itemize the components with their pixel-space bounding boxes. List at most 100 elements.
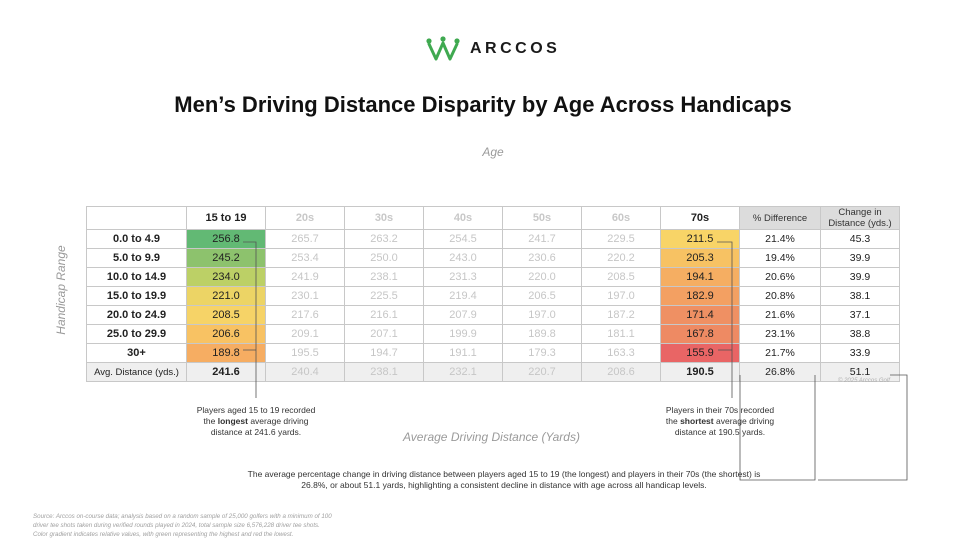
row-header: 10.0 to 14.9 xyxy=(86,267,187,287)
value-cell: 245.2 xyxy=(186,248,266,268)
value-cell: 38.1 xyxy=(820,286,900,306)
value-cell: 206.6 xyxy=(186,324,266,344)
value-cell: 20.6% xyxy=(739,267,821,287)
header-row: 15 to 19 20s 30s 40s 50s 60s 70s % Diffe… xyxy=(86,206,900,230)
value-cell: 182.9 xyxy=(660,286,740,306)
value-cell: 256.8 xyxy=(186,229,266,249)
value-cell: 189.8 xyxy=(502,324,582,344)
value-cell: 163.3 xyxy=(581,343,661,363)
value-cell: 205.3 xyxy=(660,248,740,268)
value-cell: 229.5 xyxy=(581,229,661,249)
average-cell: 208.6 xyxy=(581,362,661,382)
col-header: 40s xyxy=(423,206,503,230)
value-cell: 21.6% xyxy=(739,305,821,325)
value-cell: 167.8 xyxy=(660,324,740,344)
value-cell: 243.0 xyxy=(423,248,503,268)
average-cell: 26.8% xyxy=(739,362,821,382)
table-row: 25.0 to 29.9 206.6 209.1 207.1 199.9 189.8 181… xyxy=(86,324,900,344)
age-axis-label: Age xyxy=(482,145,504,159)
value-cell: 216.1 xyxy=(344,305,424,325)
value-cell: 253.4 xyxy=(265,248,345,268)
distance-table: 15 to 19 20s 30s 40s 50s 60s 70s % Diffe… xyxy=(86,206,900,382)
chart-title: Men’s Driving Distance Disparity by Age … xyxy=(174,92,792,117)
value-cell: 220.2 xyxy=(581,248,661,268)
value-cell: 197.0 xyxy=(581,286,661,306)
summary-note: The average percentage change in driving… xyxy=(247,469,761,490)
average-cell: 240.4 xyxy=(265,362,345,382)
table-row: 5.0 to 9.9 245.2 253.4 250.0 243.0 230.6 220.2… xyxy=(86,248,900,268)
value-cell: 206.5 xyxy=(502,286,582,306)
row-header: Avg. Distance (yds.) xyxy=(86,362,187,382)
value-cell: 219.4 xyxy=(423,286,503,306)
col-header: 70s xyxy=(660,206,740,230)
value-cell: 39.9 xyxy=(820,267,900,287)
row-header: 20.0 to 24.9 xyxy=(86,305,187,325)
value-cell: 220.0 xyxy=(502,267,582,287)
table-row: 30+ 189.8 195.5 194.7 191.1 179.3 163.3 155.9 21… xyxy=(86,343,900,363)
value-cell: 194.7 xyxy=(344,343,424,363)
col-header: 60s xyxy=(581,206,661,230)
value-cell: 207.9 xyxy=(423,305,503,325)
corner-cell xyxy=(86,206,187,230)
average-cell: 190.5 xyxy=(660,362,740,382)
value-cell: 238.1 xyxy=(344,267,424,287)
value-cell: 230.1 xyxy=(265,286,345,306)
shortest-note: Players in their 70s recorded the shorte… xyxy=(665,405,775,437)
crown-logo-icon xyxy=(426,36,460,61)
value-cell: 234.0 xyxy=(186,267,266,287)
value-cell: 199.9 xyxy=(423,324,503,344)
value-cell: 181.1 xyxy=(581,324,661,344)
row-header: 5.0 to 9.9 xyxy=(86,248,187,268)
col-header-change: Change in Distance (yds.) xyxy=(820,206,900,230)
x-axis-label: Average Driving Distance (Yards) xyxy=(403,430,580,444)
average-cell: 238.1 xyxy=(344,362,424,382)
value-cell: 254.5 xyxy=(423,229,503,249)
row-header: 30+ xyxy=(86,343,187,363)
row-header: 15.0 to 19.9 xyxy=(86,286,187,306)
table-row: 15.0 to 19.9 221.0 230.1 225.5 219.4 206.5 197… xyxy=(86,286,900,306)
col-header-pct: % Difference xyxy=(739,206,821,230)
brand-name: ARCCOS xyxy=(470,40,561,57)
table-row: 20.0 to 24.9 208.5 217.6 216.1 207.9 197.0 187… xyxy=(86,305,900,325)
value-cell: 241.9 xyxy=(265,267,345,287)
value-cell: 195.5 xyxy=(265,343,345,363)
value-cell: 231.3 xyxy=(423,267,503,287)
value-cell: 155.9 xyxy=(660,343,740,363)
value-cell: 19.4% xyxy=(739,248,821,268)
average-row: Avg. Distance (yds.) 241.6 240.4 238.1 232.1… xyxy=(86,362,900,382)
value-cell: 209.1 xyxy=(265,324,345,344)
row-header: 25.0 to 29.9 xyxy=(86,324,187,344)
source-note: Source: Arccos on-course data; analysis … xyxy=(33,513,332,538)
value-cell: 208.5 xyxy=(186,305,266,325)
value-cell: 187.2 xyxy=(581,305,661,325)
value-cell: 241.7 xyxy=(502,229,582,249)
value-cell: 179.3 xyxy=(502,343,582,363)
value-cell: 39.9 xyxy=(820,248,900,268)
value-cell: 208.5 xyxy=(581,267,661,287)
value-cell: 38.8 xyxy=(820,324,900,344)
value-cell: 207.1 xyxy=(344,324,424,344)
value-cell: 217.6 xyxy=(265,305,345,325)
value-cell: 21.7% xyxy=(739,343,821,363)
table-row: 0.0 to 4.9 256.8 265.7 263.2 254.5 241.7 229.5… xyxy=(86,229,900,249)
value-cell: 263.2 xyxy=(344,229,424,249)
table-row: 10.0 to 14.9 234.0 241.9 238.1 231.3 220.0 208… xyxy=(86,267,900,287)
col-header: 30s xyxy=(344,206,424,230)
copyright: © 2025 Arccos Golf xyxy=(838,378,890,384)
col-header: 50s xyxy=(502,206,582,230)
value-cell: 191.1 xyxy=(423,343,503,363)
value-cell: 33.9 xyxy=(820,343,900,363)
value-cell: 221.0 xyxy=(186,286,266,306)
col-header: 15 to 19 xyxy=(186,206,266,230)
value-cell: 230.6 xyxy=(502,248,582,268)
col-header: 20s xyxy=(265,206,345,230)
average-cell: 232.1 xyxy=(423,362,503,382)
average-cell: 241.6 xyxy=(186,362,266,382)
value-cell: 45.3 xyxy=(820,229,900,249)
value-cell: 189.8 xyxy=(186,343,266,363)
longest-note: Players aged 15 to 19 recorded the longe… xyxy=(196,405,316,437)
value-cell: 265.7 xyxy=(265,229,345,249)
value-cell: 20.8% xyxy=(739,286,821,306)
value-cell: 211.5 xyxy=(660,229,740,249)
value-cell: 250.0 xyxy=(344,248,424,268)
